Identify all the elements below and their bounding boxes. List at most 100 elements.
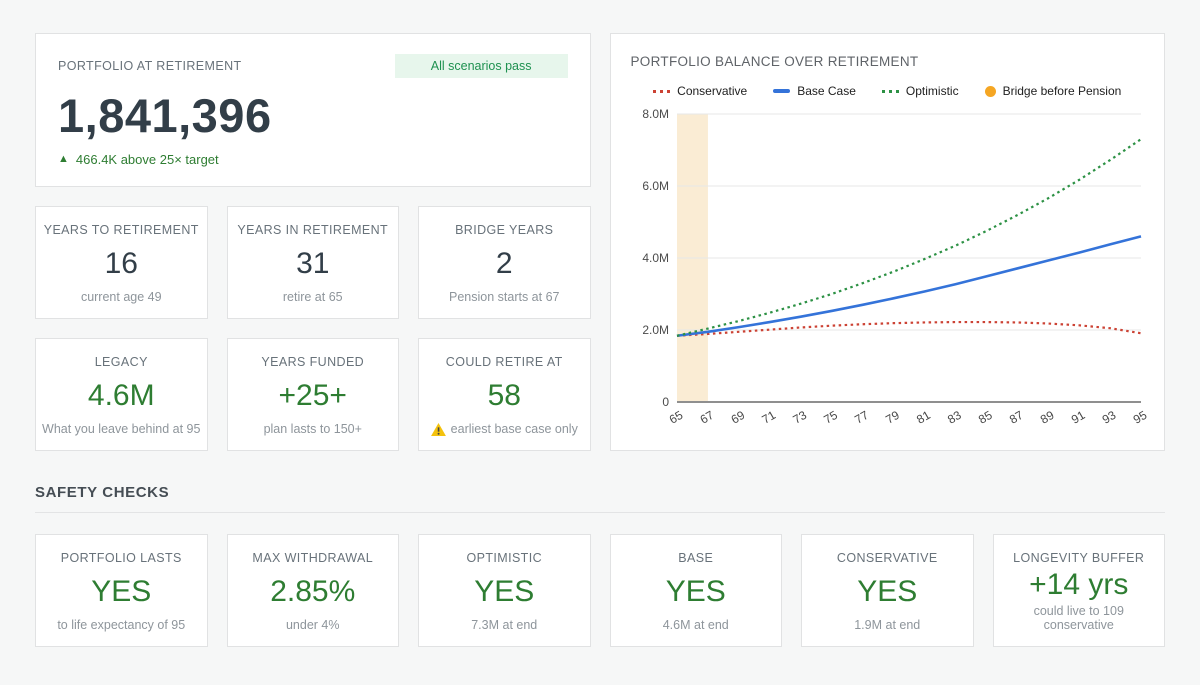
legend-label: Base Case (797, 84, 856, 98)
svg-text:85: 85 (976, 408, 995, 427)
safety-checks-title: SAFETY CHECKS (35, 484, 170, 501)
svg-text:81: 81 (914, 408, 933, 427)
svg-text:89: 89 (1037, 408, 1056, 427)
svg-text:75: 75 (821, 408, 840, 427)
conservative-dotted-line-icon (653, 89, 671, 93)
stat-value: 16 (104, 246, 138, 280)
stat-label: COULD RETIRE AT (445, 355, 563, 369)
optimistic-dotted-line-icon (881, 89, 899, 93)
safety-label: OPTIMISTIC (466, 551, 543, 565)
target-delta: ▲ 466.4K above 25× target (58, 152, 568, 167)
svg-text:73: 73 (790, 408, 809, 427)
stat-sub: retire at 65 (282, 290, 343, 304)
stat-card-years-in-retirement: YEARS IN RETIREMENT 31 retire at 65 (226, 206, 399, 319)
legend-label: Bridge before Pension (1002, 84, 1122, 98)
safety-sub: under 4% (285, 618, 340, 632)
safety-value: YES (91, 574, 152, 608)
stat-card-could-retire-at: COULD RETIRE AT 58 earliest base case on… (418, 338, 591, 451)
stat-sub: earliest base case only (430, 422, 578, 436)
svg-text:77: 77 (852, 408, 871, 427)
svg-text:4.0M: 4.0M (642, 251, 669, 265)
stat-label: YEARS FUNDED (261, 355, 365, 369)
svg-text:65: 65 (666, 408, 685, 427)
safety-card-optimistic: OPTIMISTIC YES 7.3M at end (418, 534, 591, 647)
stat-sub: What you leave behind at 95 (42, 422, 201, 436)
hero-header: PORTFOLIO AT RETIREMENT All scenarios pa… (58, 54, 568, 78)
target-delta-text: 466.4K above 25× target (75, 152, 219, 168)
svg-text:2.0M: 2.0M (642, 323, 669, 337)
safety-card-longevity-buffer: LONGEVITY BUFFER +14 yrs could live to 1… (992, 534, 1165, 647)
base-case-line-icon (773, 89, 791, 93)
stat-sub: plan lasts to 150+ (263, 422, 362, 436)
svg-text:0: 0 (662, 395, 669, 409)
safety-value: YES (474, 574, 535, 608)
retirement-dashboard: PORTFOLIO AT RETIREMENT All scenarios pa… (35, 33, 1165, 647)
svg-text:87: 87 (1006, 408, 1025, 427)
safety-sub: 4.6M at end (662, 618, 729, 632)
safety-checks-section-header: SAFETY CHECKS (35, 484, 1165, 513)
safety-label: PORTFOLIO LASTS (60, 551, 182, 565)
chart-title: PORTFOLIO BALANCE OVER RETIREMENT (630, 54, 919, 69)
stat-value: +25+ (278, 378, 347, 412)
safety-card-base: BASE YES 4.6M at end (609, 534, 782, 647)
scenarios-pass-badge: All scenarios pass (394, 54, 568, 78)
portfolio-value: 1,841,396 (58, 89, 272, 142)
portfolio-at-retirement-card: PORTFOLIO AT RETIREMENT All scenarios pa… (35, 33, 591, 187)
stat-card-legacy: LEGACY 4.6M What you leave behind at 95 (35, 338, 208, 451)
stat-label: LEGACY (94, 355, 148, 369)
legend-label: Conservative (677, 84, 748, 98)
chart-legend: Conservative Base Case Optimistic Bridge… (631, 84, 1145, 98)
stat-sub-text: earliest base case only (450, 422, 578, 436)
safety-card-max-withdrawal: MAX WITHDRAWAL 2.85% under 4% (226, 534, 399, 647)
stat-value: 4.6M (87, 378, 155, 412)
balance-chart[interactable]: 0 2.0M 4.0M 6.0M 8.0M 65 67 69 71 73 75 77 79 81 83 85 8… (631, 102, 1149, 440)
svg-text:67: 67 (697, 408, 716, 427)
warning-triangle-icon (430, 422, 446, 436)
stat-sub: Pension starts at 67 (449, 290, 560, 304)
safety-sub: could live to 109 conservative (1033, 604, 1124, 632)
safety-value: +14 yrs (1029, 567, 1129, 601)
safety-sub: 1.9M at end (854, 618, 921, 632)
svg-text:93: 93 (1099, 408, 1118, 427)
legend-item-bridge-before-pension[interactable]: Bridge before Pension (984, 84, 1122, 98)
triangle-up-icon: ▲ (58, 153, 69, 166)
legend-label: Optimistic (905, 84, 959, 98)
legend-item-optimistic[interactable]: Optimistic (881, 84, 959, 98)
svg-text:71: 71 (759, 408, 778, 427)
top-grid: PORTFOLIO AT RETIREMENT All scenarios pa… (35, 33, 1165, 451)
safety-card-portfolio-lasts: PORTFOLIO LASTS YES to life expectancy o… (35, 534, 208, 647)
safety-label: MAX WITHDRAWAL (252, 551, 374, 565)
stat-card-years-to-retirement: YEARS TO RETIREMENT 16 current age 49 (35, 206, 208, 319)
svg-text:95: 95 (1130, 408, 1146, 427)
safety-value: YES (665, 574, 726, 608)
stat-label: YEARS IN RETIREMENT (237, 223, 389, 237)
portfolio-balance-chart-card: PORTFOLIO BALANCE OVER RETIREMENT Conser… (609, 33, 1165, 451)
stat-value: 31 (296, 246, 330, 280)
svg-text:6.0M: 6.0M (642, 179, 669, 193)
safety-sub: to life expectancy of 95 (57, 618, 186, 632)
safety-label: BASE (678, 551, 714, 565)
svg-text:91: 91 (1068, 408, 1087, 427)
stat-sub: current age 49 (80, 290, 162, 304)
stat-card-years-funded: YEARS FUNDED +25+ plan lasts to 150+ (226, 338, 399, 451)
stat-value: 58 (487, 378, 521, 412)
hero-label: PORTFOLIO AT RETIREMENT (58, 59, 242, 73)
safety-label: CONSERVATIVE (836, 551, 938, 565)
svg-text:79: 79 (883, 408, 902, 427)
legend-item-conservative[interactable]: Conservative (653, 84, 747, 98)
stat-label: BRIDGE YEARS (455, 223, 554, 237)
stat-value: 2 (495, 246, 513, 280)
safety-sub: 7.3M at end (471, 618, 538, 632)
safety-card-conservative: CONSERVATIVE YES 1.9M at end (801, 534, 974, 647)
safety-value: 2.85% (270, 574, 356, 608)
safety-checks-grid: PORTFOLIO LASTS YES to life expectancy o… (35, 534, 1165, 647)
safety-label: LONGEVITY BUFFER (1013, 551, 1145, 565)
stat-label: YEARS TO RETIREMENT (43, 223, 199, 237)
stat-card-bridge-years: BRIDGE YEARS 2 Pension starts at 67 (418, 206, 591, 319)
legend-item-base-case[interactable]: Base Case (773, 84, 856, 98)
safety-value: YES (857, 574, 918, 608)
svg-text:8.0M: 8.0M (642, 107, 669, 121)
bridge-circle-icon (984, 85, 996, 97)
svg-text:83: 83 (945, 408, 964, 427)
section-divider (35, 512, 1165, 513)
